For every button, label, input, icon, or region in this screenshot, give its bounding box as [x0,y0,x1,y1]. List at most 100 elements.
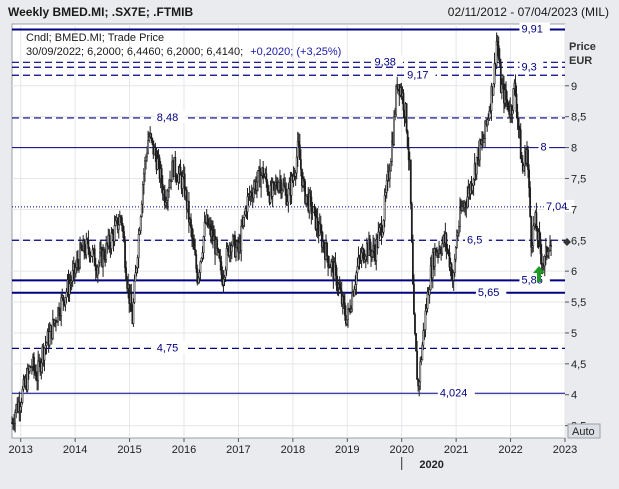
candle-body [547,251,549,256]
candle-body [309,192,312,198]
candle-body [484,120,487,139]
candle-body [296,140,299,158]
candle-body [145,156,147,162]
candle-body [190,219,192,229]
candle-body [144,160,146,174]
candle-body [445,233,448,249]
candle-body [373,245,376,254]
candle-body [520,158,523,163]
candle-body [391,140,393,162]
candle-body [413,283,415,315]
candle-body [346,319,348,325]
candle-body [394,113,396,118]
candle-body [200,257,203,262]
level-label: 4,75 [157,342,178,354]
candle-body [60,297,63,317]
candle-body [65,291,68,298]
level-label: 9,17 [407,69,428,81]
candle-body [117,224,120,230]
level-label: 8 [541,142,547,154]
candle-body [364,255,367,261]
level-label: 4,024 [440,387,468,399]
candle-body [311,212,314,214]
x-tick-label: 2014 [63,444,87,456]
level-label: 8,48 [157,112,178,124]
candle-body [243,214,246,218]
level-label-bg [519,60,544,73]
level-label: 9,3 [521,61,536,73]
candle-body [390,161,392,172]
candle-body [512,88,515,111]
candle-body [183,173,186,197]
candle-body [281,189,283,194]
candle-body [298,144,301,160]
level-label-bg [465,233,489,246]
x-tick-label: 2015 [117,444,141,456]
candle-body [323,241,325,249]
plot-area[interactable] [11,23,566,439]
candle-body [142,173,145,185]
candle-body [505,89,507,100]
candle-body [507,101,510,111]
up-arrow-icon [533,266,545,282]
candle-body [530,216,533,248]
y-tick-label: 4,5 [571,359,586,371]
candle-body [93,248,96,267]
candle-body [483,138,485,143]
candle-body [385,179,388,193]
candle-body [342,296,345,304]
candle-body [218,250,221,259]
candle-body [407,147,410,161]
candle-body [230,245,233,253]
candle-body [79,243,81,269]
y-axis: 3,544,555,566,577,588,59 [565,81,586,433]
candle-body [193,240,196,250]
level-label-bg [437,386,475,399]
level-label: 5,65 [478,287,499,299]
candle-body [458,226,460,234]
candle-body [80,243,82,249]
candle-body [96,266,99,276]
candle-body [148,136,151,141]
candle-body [147,140,149,154]
currency-axis-label: EUR [569,55,592,67]
candle-body [113,225,116,242]
candle-body [343,302,346,316]
candle-body [260,175,263,188]
candle-body [246,196,249,213]
candle-body [160,168,163,185]
candle-body [377,231,380,248]
candle-body [242,217,245,226]
candle-body [77,259,79,264]
candle-body [103,250,106,260]
candle-body [354,284,357,290]
candle-body [181,176,184,189]
candle-body [196,268,199,283]
candle-body [384,192,387,196]
candle-body [198,272,201,279]
candle-body [83,240,86,253]
date-range[interactable]: 02/11/2012 - 07/04/2023 (MIL) [447,5,609,19]
candle-body [383,195,386,221]
x-tick-label: 2021 [444,444,468,456]
candle-body [471,185,474,191]
candle-body [256,181,258,191]
candle-body [452,272,455,281]
candle-body [388,170,391,180]
candle-body [528,169,530,188]
level-lines[interactable]: 9,919,38 9,39,178,4887,046,55,855,654,754… [12,22,575,400]
candle-body [299,159,302,170]
candle-body [136,257,139,269]
x-tick-label: 2017 [226,444,250,456]
candle-body [356,266,359,274]
legend-change: +0,2020; (+3,25%) [250,46,341,58]
candle-body [466,196,469,208]
auto-scale-button[interactable]: Auto [567,423,601,439]
candle-body [371,250,373,257]
x-tick-label: 2016 [172,444,196,456]
candle-body [177,173,180,183]
legend-ohlc: 30/09/2022; 6,2000; 6,4460; 6,2000; 6,41… [26,46,243,58]
candle-body [486,119,489,126]
candle-body [132,302,135,324]
